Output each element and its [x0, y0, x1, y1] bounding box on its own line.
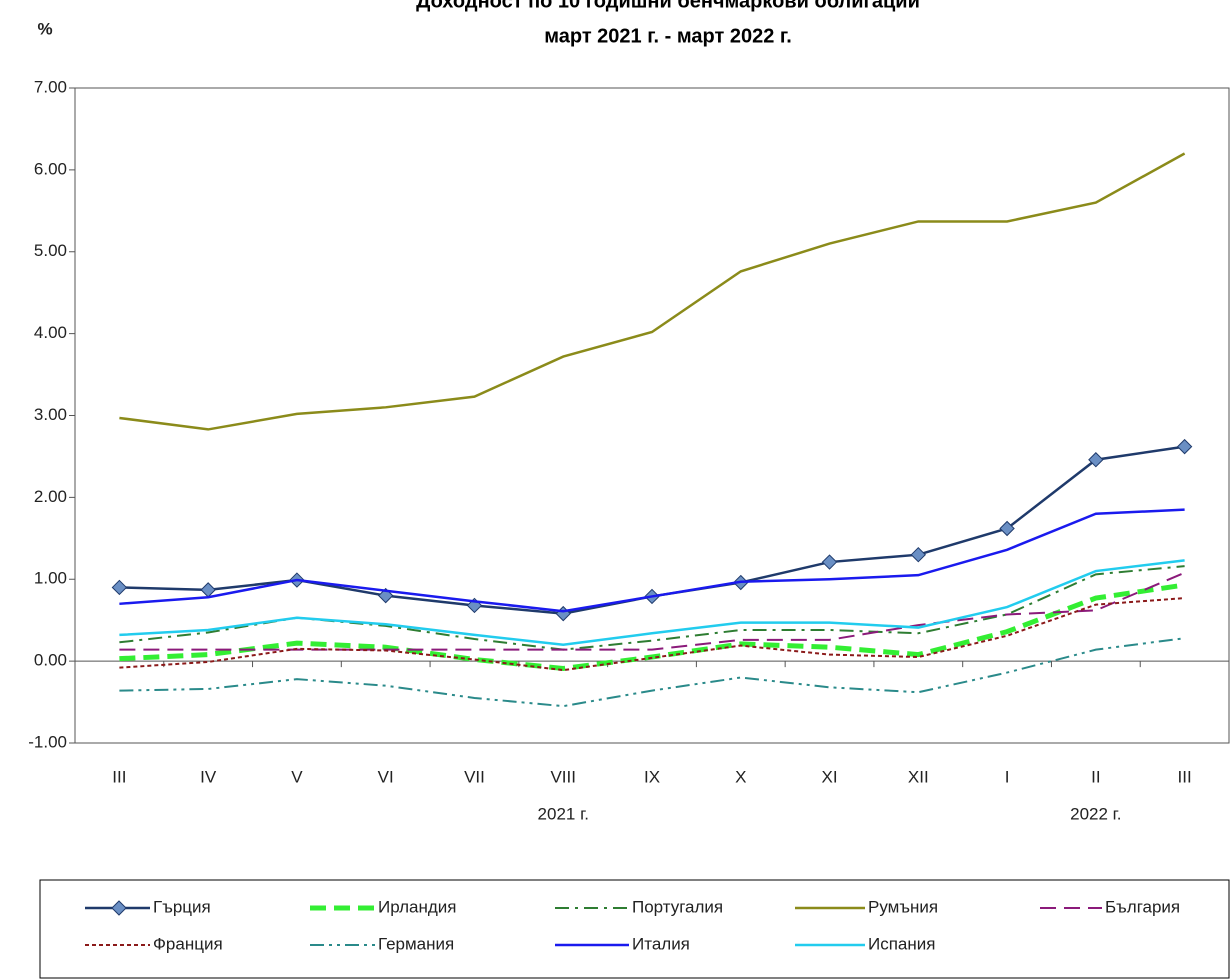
- x-tick-label: V: [291, 767, 303, 786]
- marker: [821, 554, 838, 570]
- marker: [1176, 438, 1193, 455]
- marker: [1088, 452, 1104, 468]
- plot-frame: [74, 87, 1230, 744]
- x-tick-label: I: [1005, 767, 1010, 786]
- series-line: [119, 152, 1186, 431]
- x-tick-label: IV: [200, 767, 217, 786]
- series-line: [119, 508, 1185, 613]
- legend-label: Испания: [868, 934, 935, 953]
- annotation: 2022 г.: [1070, 804, 1121, 823]
- x-tick-label: VII: [464, 767, 485, 786]
- x-tick-label: III: [1178, 767, 1192, 786]
- x-tick-label: III: [112, 767, 126, 786]
- y-tick-label: 4.00: [34, 323, 67, 342]
- legend-label: Германия: [378, 934, 454, 953]
- y-tick-label: 0.00: [34, 651, 67, 670]
- legend-box: [39, 879, 1230, 979]
- chart-subtitle: март 2021 г. - март 2022 г.: [544, 25, 792, 47]
- legend-label: Италия: [632, 934, 690, 953]
- marker: [555, 605, 571, 622]
- annotation: 2021 г.: [538, 804, 589, 823]
- legend-label: Франция: [153, 934, 223, 953]
- x-tick-label: II: [1091, 767, 1100, 786]
- y-tick-label: 6.00: [34, 159, 67, 178]
- legend-marker: [111, 900, 127, 916]
- legend-label: България: [1105, 897, 1180, 916]
- y-tick-label: 5.00: [34, 241, 67, 260]
- x-tick-label: XII: [908, 767, 929, 786]
- y-tick-label: 7.00: [34, 77, 67, 96]
- x-tick-label: VIII: [550, 767, 576, 786]
- series-line: [119, 565, 1185, 651]
- x-tick-label: X: [735, 767, 746, 786]
- x-tick-label: VI: [378, 767, 394, 786]
- series-line: [119, 597, 1185, 672]
- series-line: [119, 559, 1185, 647]
- marker: [111, 579, 128, 596]
- marker: [200, 582, 216, 598]
- y-tick-label: 1.00: [34, 569, 67, 588]
- legend-label: Ирландия: [378, 897, 456, 916]
- y-tick-label: 2.00: [34, 487, 67, 506]
- x-tick-label: IX: [644, 767, 660, 786]
- chart-title: Доходност по 10 годишни бенчмаркови обли…: [416, 0, 920, 12]
- marker: [999, 520, 1015, 537]
- y-axis-label: %: [37, 19, 52, 38]
- y-tick-label: -1.00: [28, 732, 67, 751]
- series-line: [119, 637, 1185, 708]
- marker: [910, 546, 927, 563]
- legend-label: Португалия: [632, 897, 723, 916]
- legend-label: Румъния: [868, 897, 938, 916]
- x-tick-label: XI: [822, 767, 838, 786]
- legend-label: Гърция: [153, 897, 211, 916]
- y-tick-label: 3.00: [34, 405, 67, 424]
- series-line: [119, 445, 1185, 615]
